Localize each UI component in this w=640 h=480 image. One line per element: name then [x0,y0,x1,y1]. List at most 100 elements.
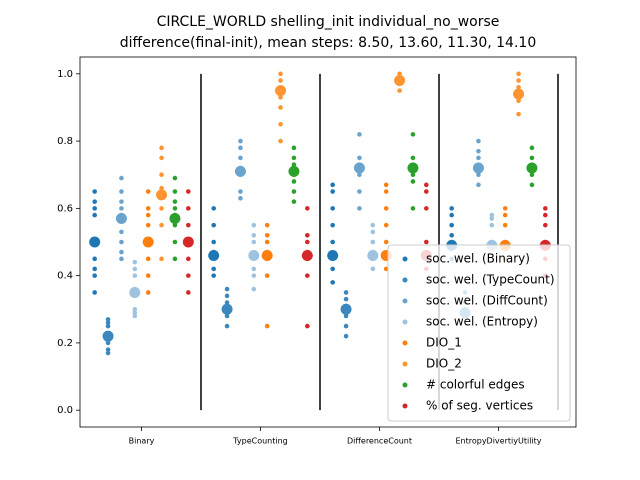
mean-point [353,162,365,174]
legend-label: # colorful edges [426,378,525,392]
run-point [305,232,310,238]
run-point [186,273,191,278]
run-point [238,195,243,201]
run-point [211,222,216,228]
y-tick-label: 0.8 [57,136,73,147]
run-point [305,239,310,245]
run-point [119,199,124,204]
run-point [476,138,481,144]
run-point [529,182,535,188]
run-point [172,199,178,204]
run-point [132,266,138,272]
mean-point [129,286,141,298]
run-point [238,155,243,161]
run-point [357,206,362,211]
run-point [424,182,429,188]
run-point [357,132,362,137]
run-point [186,222,191,228]
run-point [119,256,124,262]
run-point [159,145,164,151]
run-point [251,239,257,245]
run-point [397,71,402,77]
run-point [291,199,297,204]
run-point [224,323,230,329]
run-point [92,256,97,262]
run-point [516,71,521,77]
run-point [224,286,230,292]
run-point [224,300,230,305]
run-point [119,175,124,181]
run-point [105,317,111,322]
mean-point [275,85,287,97]
mean-point [261,249,273,261]
run-point [159,206,164,211]
mean-point [142,236,154,248]
run-point [489,212,495,218]
run-point [159,222,164,228]
run-point [145,273,151,278]
run-point [172,256,178,262]
y-tick-label: 0.6 [57,203,73,214]
run-point [330,206,335,211]
run-point [330,239,335,245]
run-point [424,239,429,245]
run-point [92,212,97,218]
run-point [516,78,521,83]
run-point [543,222,548,228]
run-point [489,216,495,221]
legend-box [387,244,571,422]
x-tick-label: TypeCounting [232,437,288,446]
run-point [383,266,389,272]
run-point [186,290,191,295]
run-point [330,280,335,285]
run-point [449,212,454,218]
legend-label: soc. wel. (Entropy) [426,315,538,329]
chart-subtitle: difference(final-init), mean steps: 8.50… [120,35,536,51]
y-tick-label: 0.4 [57,271,73,282]
run-point [397,88,402,93]
run-point [543,206,548,211]
y-tick-label: 0.0 [57,405,73,416]
mean-point [156,189,168,201]
run-point [186,189,191,194]
run-point [172,222,178,228]
run-point [410,206,416,211]
run-point [278,71,283,77]
x-tick-label: Binary [129,437,155,446]
run-point [305,273,310,278]
run-point [476,155,481,161]
legend-marker [402,361,408,367]
run-point [251,222,257,228]
legend-marker [402,382,408,388]
run-point [343,333,349,339]
run-point [449,232,454,238]
run-point [264,323,270,329]
run-point [132,306,138,312]
run-point [145,290,151,295]
run-point [305,206,310,211]
run-point [291,145,297,151]
mean-point [221,303,233,315]
run-point [145,212,151,218]
run-point [476,182,481,188]
mean-point [340,303,352,315]
run-point [238,145,243,151]
mean-point [367,249,379,261]
run-point [145,256,151,262]
run-point [410,172,416,178]
run-point [119,206,124,211]
run-point [357,189,362,194]
run-point [92,273,97,278]
run-point [172,206,178,211]
legend-marker [402,403,408,409]
run-point [92,206,97,211]
legend-label: DIO_2 [426,357,462,371]
run-point [383,222,389,228]
run-point [357,155,362,161]
run-point [172,239,178,245]
run-point [132,313,138,319]
plot-frame [79,56,577,428]
legend-marker [402,256,408,262]
run-point [424,189,429,194]
